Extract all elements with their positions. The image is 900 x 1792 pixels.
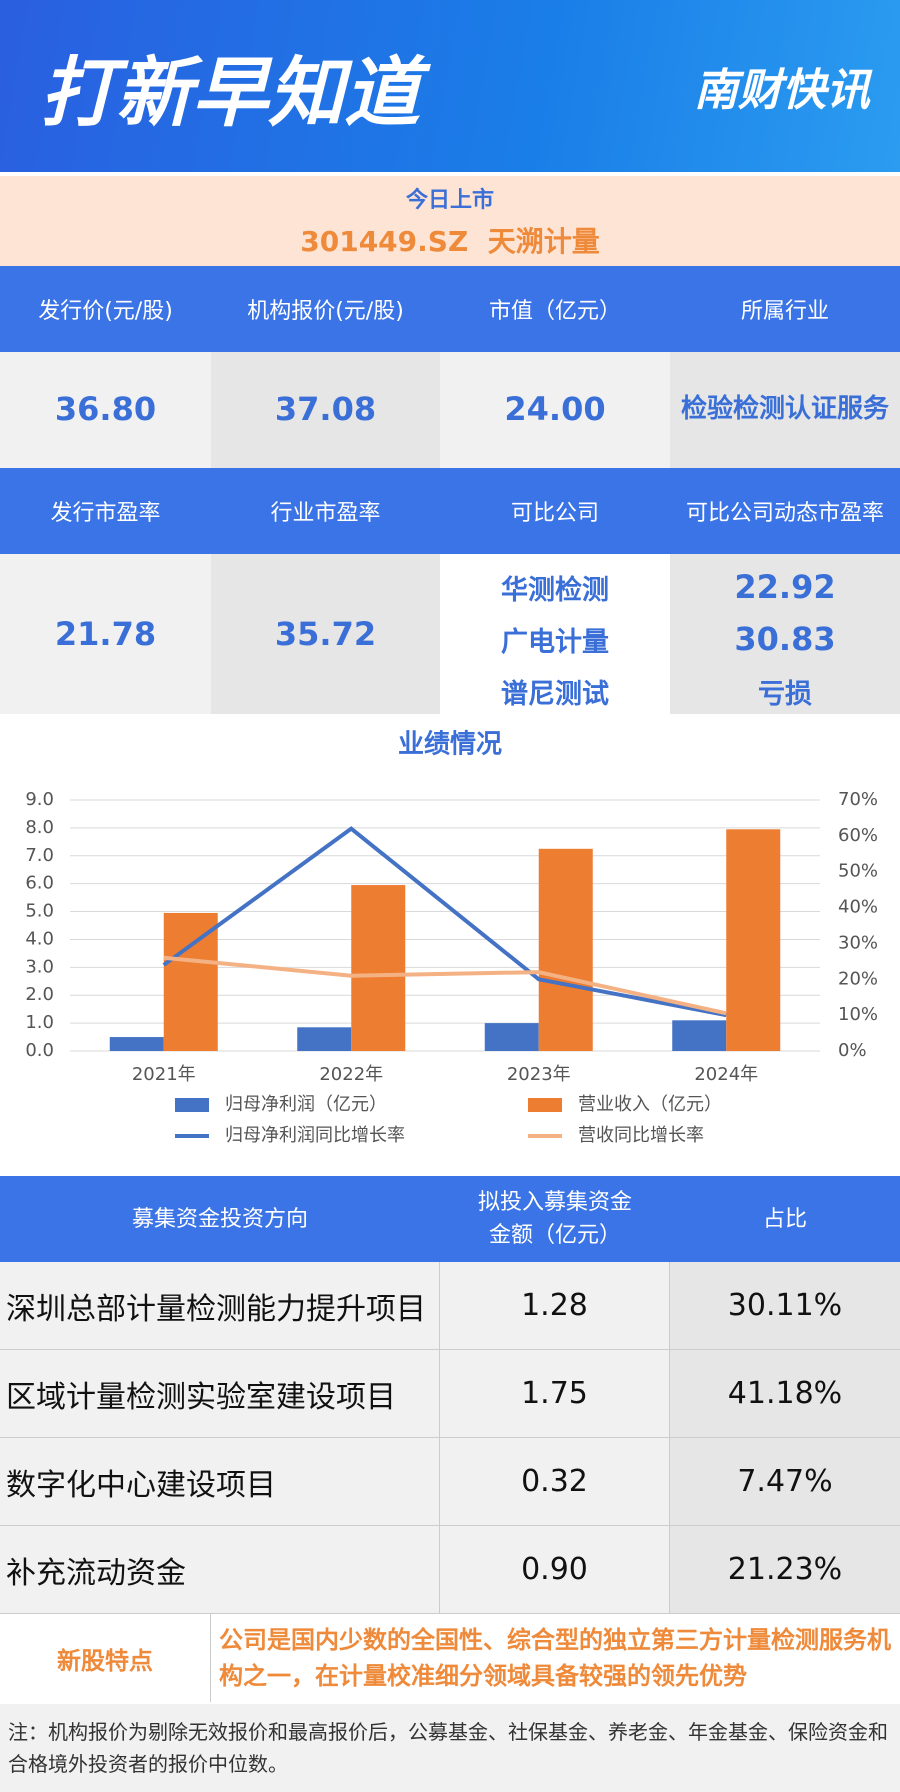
header-cell: 募集资金投资方向 bbox=[0, 1176, 440, 1262]
x-tick-label: 2023年 bbox=[507, 1064, 571, 1085]
peer-cell bbox=[440, 554, 670, 714]
header-cell: 机构报价(元/股) bbox=[211, 266, 440, 352]
y-tick-label: 3.0 bbox=[25, 956, 54, 977]
title: 打新早知道 bbox=[40, 48, 420, 137]
fund-cell: 30.11% bbox=[670, 1262, 900, 1350]
bar bbox=[351, 885, 406, 1051]
peer-pe: 22.92 bbox=[734, 568, 836, 606]
chart: 业绩情况 0.0 1.0 2.0 3.0 4.0 5.0 6.0 7.0 8.0 9.0 0% 10% 2… bbox=[25, 730, 878, 1147]
fund-cell: 7.47% bbox=[670, 1438, 900, 1526]
header-cell: 发行价(元/股) bbox=[0, 266, 211, 352]
line bbox=[162, 826, 727, 1018]
peer-pe-cell bbox=[670, 554, 900, 714]
listing-label: 今日上市 bbox=[405, 188, 494, 213]
fund-cell: 区域计量检测实验室建设项目 bbox=[0, 1350, 440, 1438]
y-tick-label: 7.0 bbox=[25, 845, 54, 866]
fund-cell: 补充流动资金 bbox=[0, 1526, 440, 1614]
y2-tick-label: 50% bbox=[838, 861, 878, 882]
fund-cell: 1.75 bbox=[440, 1350, 670, 1438]
listing-banner: 今日上市 301449.SZ 天溯计量 bbox=[0, 176, 900, 266]
bar bbox=[297, 1027, 352, 1051]
header-cell: 所属行业 bbox=[670, 266, 900, 352]
feature-label: 新股特点 bbox=[0, 1614, 211, 1702]
bar bbox=[484, 1023, 539, 1051]
y-tick-label: 4.0 bbox=[25, 928, 54, 949]
chart-title: 业绩情况 bbox=[398, 730, 502, 760]
fund-cell: 1.28 bbox=[440, 1262, 670, 1350]
y2-tick-label: 30% bbox=[838, 932, 878, 953]
peer-name: 谱尼测试 bbox=[501, 678, 609, 710]
y2-tick-label: 10% bbox=[838, 1004, 878, 1025]
peer-pe: 亏损 bbox=[758, 678, 812, 710]
x-tick-label: 2024年 bbox=[694, 1064, 758, 1085]
header-cell: 拟投入募集资金金额（亿元） bbox=[440, 1176, 670, 1262]
value-cell: 24.00 bbox=[440, 352, 670, 468]
legend-label: 归母净利润（亿元） bbox=[225, 1094, 387, 1115]
bar bbox=[163, 912, 218, 1051]
brand: 南财快讯 bbox=[694, 65, 870, 116]
bar bbox=[109, 1037, 164, 1051]
legend-label: 营业收入（亿元） bbox=[578, 1094, 722, 1115]
value-cell: 37.08 bbox=[211, 352, 440, 468]
line bbox=[163, 955, 727, 1016]
y-tick-label: 0.0 bbox=[25, 1040, 54, 1061]
bar bbox=[538, 848, 593, 1051]
peer-pe: 30.83 bbox=[734, 620, 836, 658]
fund-cell: 41.18% bbox=[670, 1350, 900, 1438]
y-tick-label: 9.0 bbox=[25, 789, 54, 810]
stock: 301449.SZ 天溯计量 bbox=[300, 225, 600, 258]
fund-cell: 0.90 bbox=[440, 1526, 670, 1614]
y2-tick-label: 70% bbox=[838, 789, 878, 810]
header-cell: 占比 bbox=[670, 1176, 900, 1262]
value-cell: 35.72 bbox=[211, 554, 440, 714]
header-cell: 可比公司 bbox=[440, 468, 670, 554]
legend-swatch bbox=[528, 1098, 562, 1112]
peer-name: 广电计量 bbox=[501, 626, 609, 658]
legend-label: 营收同比增长率 bbox=[578, 1125, 704, 1146]
fund-cell: 0.32 bbox=[440, 1438, 670, 1526]
fund-cell: 深圳总部计量检测能力提升项目 bbox=[0, 1262, 440, 1350]
x-tick-label: 2021年 bbox=[132, 1064, 196, 1085]
bar bbox=[726, 829, 781, 1051]
note: 注：机构报价为剔除无效报价和最高报价后，公募基金、社保基金、养老金、年金基金、保… bbox=[0, 1704, 900, 1792]
x-tick-label: 2022年 bbox=[319, 1064, 383, 1085]
y2-tick-label: 20% bbox=[838, 968, 878, 989]
header-cell: 行业市盈率 bbox=[211, 468, 440, 554]
y-tick-label: 5.0 bbox=[25, 901, 54, 922]
fund-cell: 数字化中心建设项目 bbox=[0, 1438, 440, 1526]
feature-text: 公司是国内少数的全国性、综合型的独立第三方计量检测服务机构之一，在计量校准细分领… bbox=[219, 1626, 891, 1690]
legend-swatch bbox=[175, 1098, 209, 1112]
y2-tick-label: 0% bbox=[838, 1040, 867, 1061]
y-tick-label: 2.0 bbox=[25, 984, 54, 1005]
header: 打新早知道 南财快讯 bbox=[0, 0, 900, 172]
peer-name: 华测检测 bbox=[501, 574, 609, 606]
y-tick-label: 6.0 bbox=[25, 873, 54, 894]
value-cell: 检验检测认证服务 bbox=[670, 352, 900, 468]
fund-cell: 21.23% bbox=[670, 1526, 900, 1614]
legend-label: 归母净利润同比增长率 bbox=[225, 1125, 405, 1146]
header-cell: 发行市盈率 bbox=[0, 468, 211, 554]
bar bbox=[672, 1020, 727, 1051]
y2-tick-label: 40% bbox=[838, 897, 878, 918]
value-cell: 21.78 bbox=[0, 554, 211, 714]
y-tick-label: 8.0 bbox=[25, 817, 54, 838]
y-tick-label: 1.0 bbox=[25, 1012, 54, 1033]
value-cell: 36.80 bbox=[0, 352, 211, 468]
header-cell: 可比公司动态市盈率 bbox=[670, 468, 900, 554]
y2-tick-label: 60% bbox=[838, 825, 878, 846]
header-cell: 市值（亿元） bbox=[440, 266, 670, 352]
